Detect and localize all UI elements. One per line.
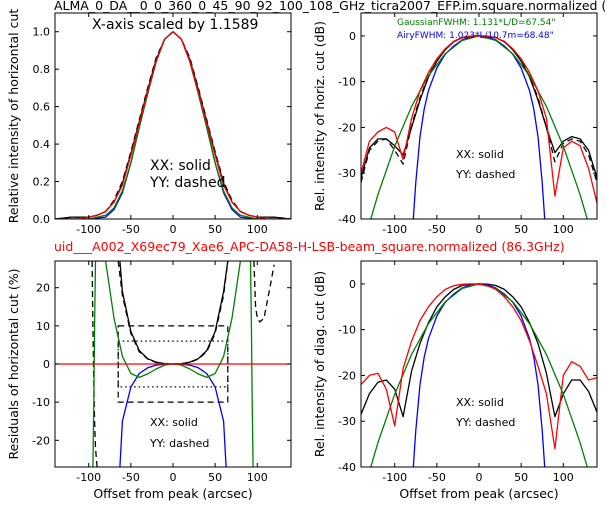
series-blue-solid-2 — [412, 35, 546, 219]
series-black-solid-0 — [119, 261, 229, 365]
annotation: YY: dashed — [455, 416, 515, 429]
y-tick-label: -30 — [338, 167, 356, 180]
tolerance-box-6pct — [117, 340, 229, 388]
plot-area — [361, 35, 597, 219]
x-tick-label: 100 — [553, 223, 574, 236]
x-tick-label: -100 — [76, 223, 101, 236]
x-tick-label: -100 — [382, 223, 407, 236]
middle-title: uid___A002_X69ec79_Xae6_APC-DA58-H-LSB-b… — [54, 239, 565, 254]
x-tick-label: 0 — [170, 471, 177, 484]
y-tick-label: -20 — [338, 369, 356, 382]
x-tick-label: 50 — [514, 223, 528, 236]
series-blue-solid-1 — [412, 283, 546, 467]
y-tick-label: -40 — [338, 461, 356, 474]
annotation: XX: solid — [456, 148, 504, 161]
plot-area — [55, 31, 291, 219]
chart-p1: -100 -50 0 50 100 0.0 0.2 0.4 0.6 0.8 1.0 Relative … — [6, 9, 292, 236]
y-tick-label: -20 — [338, 121, 356, 134]
series-red-solid-3 — [361, 283, 597, 450]
axes-frame — [360, 260, 598, 468]
annotation: YY: dashed — [149, 175, 226, 191]
x-tick-label: -100 — [76, 471, 101, 484]
x-axis-label: Offset from peak (arcsec) — [93, 486, 252, 501]
series-black-dashed-3 — [253, 261, 275, 323]
annotation: X-axis scaled by 1.1589 — [92, 17, 258, 33]
y-tick-label: -40 — [338, 213, 356, 226]
y-tick-label: 0.6 — [33, 101, 51, 114]
x-tick-label: 100 — [247, 471, 268, 484]
annotation: YY: dashed — [149, 437, 209, 450]
x-tick-label: -50 — [428, 223, 446, 236]
x-tick-label: 0 — [476, 223, 483, 236]
y-tick-label: 0.4 — [33, 138, 51, 151]
x-tick-label: -50 — [428, 471, 446, 484]
y-tick-label: -20 — [32, 434, 50, 447]
y-tick-label: 0.8 — [33, 63, 51, 76]
y-tick-label: -10 — [32, 396, 50, 409]
y-tick-label: 0 — [349, 30, 356, 43]
y-tick-label: -10 — [338, 324, 356, 337]
x-tick-label: -100 — [382, 471, 407, 484]
annotation: XX: solid — [150, 416, 198, 429]
axes-frame — [360, 12, 598, 220]
y-tick-label: 0 — [43, 358, 50, 371]
y-tick-label: 0 — [349, 278, 356, 291]
series-red-solid-4 — [361, 35, 597, 204]
y-tick-label: 0.2 — [33, 176, 51, 189]
annotation: XX: solid — [150, 158, 211, 174]
series-black-dashed-1 — [117, 261, 229, 365]
x-tick-label: 100 — [247, 223, 268, 236]
y-tick-label: -30 — [338, 415, 356, 428]
annotation: YY: dashed — [455, 168, 515, 181]
y-tick-label: 1.0 — [33, 26, 51, 39]
x-tick-label: 50 — [208, 471, 222, 484]
plot-area — [55, 261, 291, 467]
y-tick-label: 10 — [36, 320, 50, 333]
x-tick-label: 50 — [208, 223, 222, 236]
x-tick-label: 0 — [476, 471, 483, 484]
top-title: ALMA_0_DA__0_0_360_0_45_90_92_100_108_GH… — [54, 0, 606, 13]
y-axis-label: Rel. intensity of horiz. cut (dB) — [312, 21, 327, 211]
y-axis-label: Rel. intensity of diag. cut (dB) — [312, 271, 327, 457]
x-tick-label: -50 — [122, 471, 140, 484]
x-tick-label: 50 — [514, 471, 528, 484]
y-axis-label: Relative intensity of horizontal cut — [6, 9, 21, 224]
y-tick-label: 0.0 — [33, 213, 51, 226]
legend-entry: AiryFWHM: 1.023*L/10.7m=68.48" — [397, 31, 554, 41]
x-tick-label: 0 — [170, 223, 177, 236]
y-tick-label: -10 — [338, 76, 356, 89]
legend-entry: GaussianFWHM: 1.131*L/D=67.54" — [397, 18, 555, 28]
plot-area — [361, 283, 597, 467]
y-axis-label: Residuals of horizontal cut (%) — [6, 269, 21, 460]
x-tick-label: 100 — [553, 471, 574, 484]
annotation: XX: solid — [456, 396, 504, 409]
series-black-dashed-1 — [361, 35, 597, 183]
x-tick-label: -50 — [122, 223, 140, 236]
x-axis-label: Offset from peak (arcsec) — [399, 486, 558, 501]
y-tick-label: 20 — [36, 282, 50, 295]
series-red-solid-4 — [55, 31, 291, 219]
